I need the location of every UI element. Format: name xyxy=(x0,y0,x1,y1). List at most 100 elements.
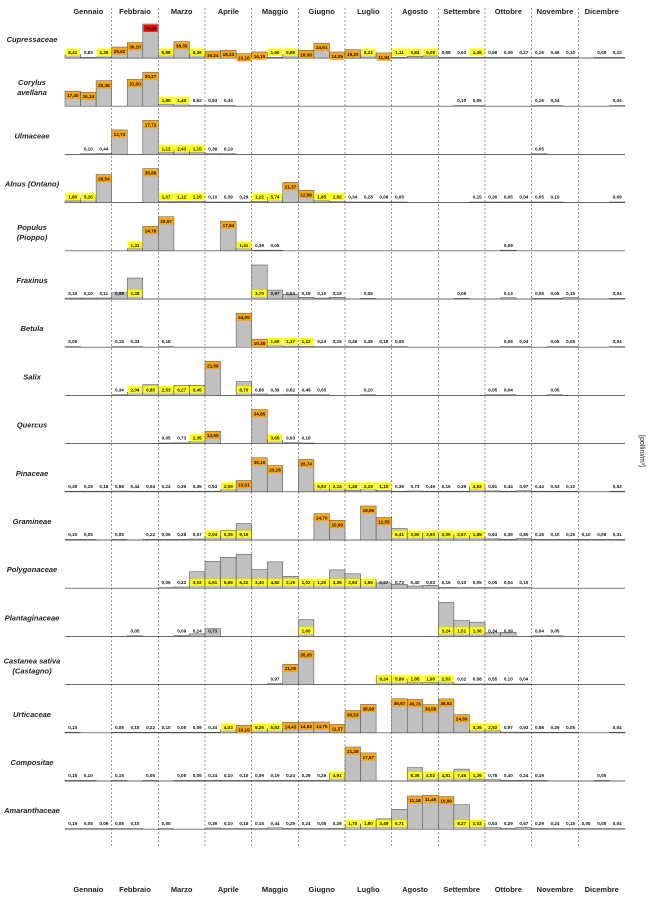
value-label: 1,60 xyxy=(302,628,311,633)
value-label: 0,83 xyxy=(84,50,93,55)
pollen-bar xyxy=(515,490,532,493)
value-label: 0,10 xyxy=(566,50,575,55)
pollen-bar xyxy=(515,346,532,348)
level-box xyxy=(158,145,174,153)
value-label: 0,05 xyxy=(162,532,171,537)
pollen-bar xyxy=(64,780,81,782)
pollen-bar xyxy=(266,394,284,396)
level-box xyxy=(361,705,376,713)
level-box xyxy=(267,723,283,731)
value-label: 3,02 xyxy=(193,580,202,585)
pollen-bar xyxy=(282,442,299,444)
level-box xyxy=(252,410,267,418)
pollen-bar xyxy=(220,489,237,493)
level-box xyxy=(236,530,252,538)
pollen-bar xyxy=(329,489,346,493)
pollen-bar xyxy=(111,490,128,493)
pollen-bar xyxy=(80,57,97,59)
pollen-bar xyxy=(578,539,595,541)
value-label: 6,71 xyxy=(395,821,404,826)
pollen-bar xyxy=(422,682,439,685)
pollen-bar xyxy=(469,57,486,59)
value-label: 1,12 xyxy=(177,195,186,200)
value-label: 1,22 xyxy=(302,339,311,344)
pollen-bar xyxy=(142,120,159,155)
pollen-bar xyxy=(360,298,377,300)
pollen-bar xyxy=(500,297,517,300)
value-label: 0,05 xyxy=(395,195,404,200)
pollen-bar xyxy=(562,297,579,300)
value-label: 5,35 xyxy=(224,532,233,537)
value-label: 0,04 xyxy=(613,339,622,344)
pollen-bar xyxy=(469,730,486,734)
pollen-bar xyxy=(126,635,144,637)
value-label: 2,53 xyxy=(442,677,451,682)
value-label: 0,57 xyxy=(193,532,202,537)
level-box xyxy=(314,579,329,586)
level-box xyxy=(485,723,500,731)
value-label: 1,22 xyxy=(255,195,264,200)
value-label: 0,04 xyxy=(519,677,528,682)
taxon-name: (Pioppo) xyxy=(17,233,48,242)
pollen-bar xyxy=(173,586,190,589)
pollen-bar xyxy=(204,105,221,107)
value-label: 3,84 xyxy=(411,50,420,55)
pollen-bar xyxy=(158,587,175,589)
value-label: 0,29 xyxy=(302,773,311,778)
value-label: 0,10 xyxy=(364,387,373,392)
level-box xyxy=(190,579,205,586)
level-box xyxy=(205,51,220,59)
pollen-bar xyxy=(126,731,144,734)
value-label: 1,36 xyxy=(473,628,482,633)
pollen-bar xyxy=(189,201,206,203)
level-box xyxy=(314,193,329,201)
pollen-bar xyxy=(126,490,144,493)
value-label: 8,36 xyxy=(411,773,420,778)
pollen-bar xyxy=(531,57,548,59)
pollen-bar xyxy=(500,587,517,589)
value-label: 45,76 xyxy=(409,701,421,706)
value-label: 46,67 xyxy=(394,701,406,706)
value-label: 79,46 xyxy=(145,26,157,31)
value-label: 0,78 xyxy=(488,773,497,778)
value-label: 0,53 xyxy=(426,580,435,585)
pollen-bar xyxy=(298,442,315,444)
pollen-bar xyxy=(500,346,517,348)
level-box xyxy=(267,434,283,442)
value-label: 29,36 xyxy=(98,83,110,88)
value-label: 0,80 xyxy=(519,532,528,537)
value-label: 0,39 xyxy=(271,387,280,392)
value-label: 2,02 xyxy=(473,821,482,826)
value-label: 21,37 xyxy=(285,184,297,189)
value-label: 3,70 xyxy=(255,291,264,296)
level-box xyxy=(205,579,220,586)
value-label: 0,15 xyxy=(68,773,77,778)
level-box xyxy=(470,723,485,731)
value-label: 0,68 xyxy=(115,484,124,489)
level-box xyxy=(190,145,205,153)
value-label: 11,84 xyxy=(378,55,390,60)
value-label: 1,37 xyxy=(286,339,295,344)
value-label: 1,10 xyxy=(379,484,388,489)
value-label: 0,93 xyxy=(519,725,528,730)
pollen-bar xyxy=(298,394,315,396)
taxon-name: Populus xyxy=(17,223,47,232)
level-box xyxy=(267,48,283,56)
level-box xyxy=(330,521,345,529)
level-box xyxy=(376,482,392,490)
value-label: 0,24 xyxy=(551,821,560,826)
month-label-bottom: Ottobre xyxy=(495,885,522,894)
level-box xyxy=(127,80,143,88)
pollen-bar xyxy=(266,780,284,782)
value-label: 30,53 xyxy=(347,713,359,718)
value-label: 1,26 xyxy=(473,773,482,778)
value-label: 0,05 xyxy=(317,821,326,826)
pollen-bar xyxy=(360,201,377,203)
pollen-bar xyxy=(515,538,532,541)
month-label-top: Gennaio xyxy=(73,7,103,16)
level-box xyxy=(454,627,469,635)
level-box xyxy=(205,362,220,370)
level-box xyxy=(314,514,329,522)
level-box xyxy=(392,820,407,827)
pollen-bar xyxy=(158,490,175,493)
